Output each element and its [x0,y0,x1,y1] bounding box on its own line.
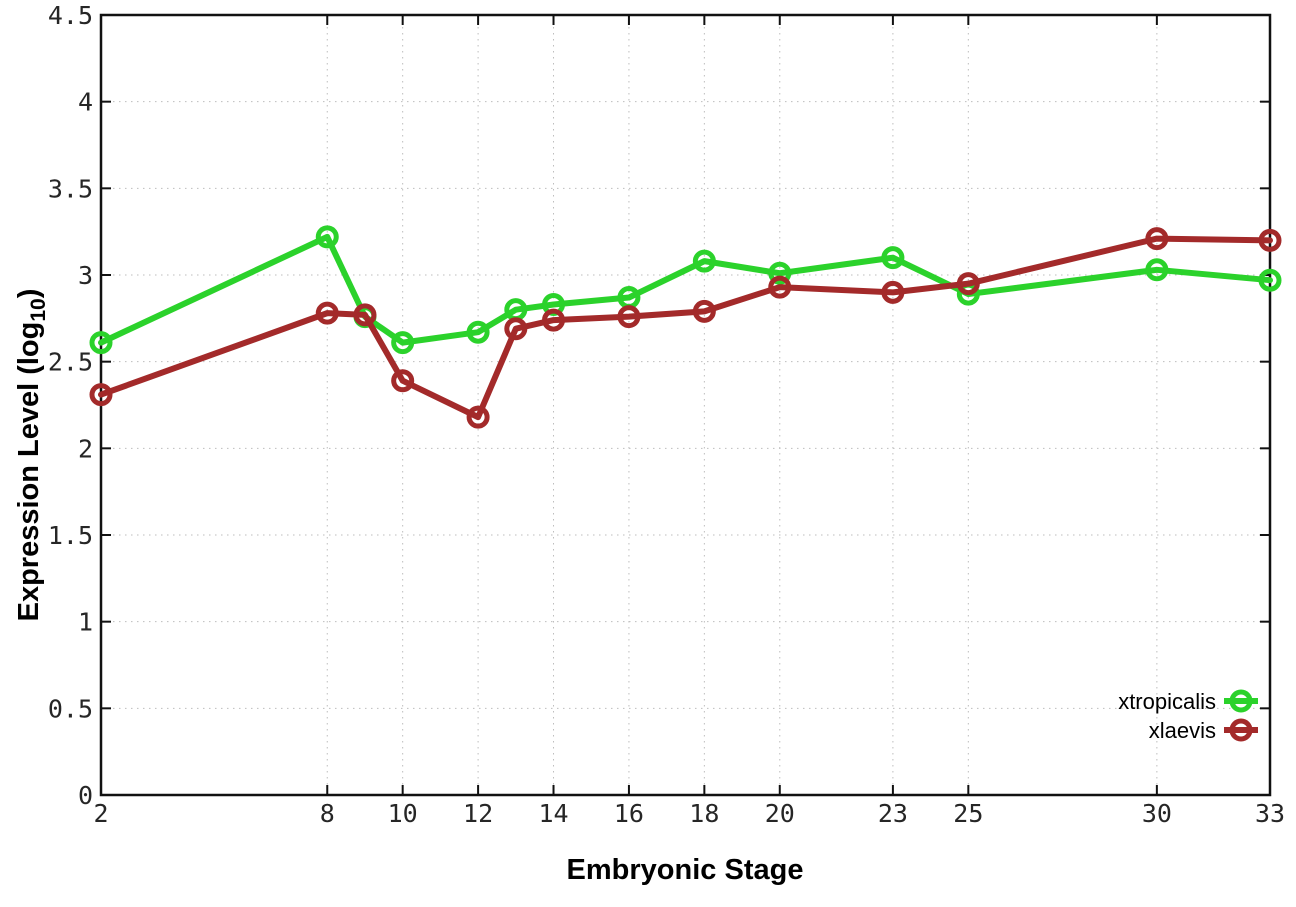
gridlines [100,14,1271,796]
legend-marker-circle-xlaevis [1229,718,1253,742]
data-point-xlaevis [692,299,716,323]
x-tick-label: 10 [388,799,418,828]
x-tick-label: 33 [1255,799,1285,828]
data-point-xlaevis [881,280,905,304]
data-point-xtropicalis [391,331,415,355]
data-point-xlaevis [466,405,490,429]
series-line-xlaevis [98,235,1273,421]
y-tick-label: 2.5 [48,348,93,377]
data-point-xtropicalis [89,331,113,355]
x-tick-label: 8 [320,799,335,828]
tick-labels: 2 8 10 12 14 16 18 20 23 25 30 33 0 0.5 1 1.5 2 2.5 3 3.5 4 4… [48,1,1285,828]
x-tick-label: 25 [953,799,983,828]
axes-frame [99,13,1272,797]
data-point-xlaevis [956,272,980,296]
y-tick-label: 4 [78,88,93,117]
data-point-xtropicalis [1258,268,1282,292]
y-tick-label: 1 [78,608,93,637]
x-tick-label: 30 [1142,799,1172,828]
x-tick-label: 2 [93,799,108,828]
data-point-xtropicalis [768,261,792,285]
data-point-xlaevis [315,301,339,325]
y-tick-label: 3 [78,261,93,290]
legend-label-xlaevis: xlaevis [1149,718,1216,743]
data-point-xlaevis [391,369,415,393]
data-point-xlaevis [542,308,566,332]
data-point-xlaevis [89,383,113,407]
data-point-xlaevis [768,275,792,299]
data-point-xlaevis [353,303,377,327]
y-tick-label: 2 [78,434,93,463]
data-point-xtropicalis [466,320,490,344]
x-tick-label: 12 [463,799,493,828]
x-axis-title: Embryonic Stage [567,854,804,886]
y-axis-title: Expression Level (log10) [13,289,50,622]
y-tick-label: 1.5 [48,521,93,550]
x-tick-label: 18 [689,799,719,828]
x-tick-label: 16 [614,799,644,828]
y-tick-label: 4.5 [48,1,93,30]
x-tick-label: 14 [538,799,568,828]
y-tick-label: 0.5 [48,694,93,723]
data-point-xtropicalis [315,225,339,249]
x-tick-label: 23 [878,799,908,828]
data-point-xlaevis [617,305,641,329]
data-point-xtropicalis [692,249,716,273]
y-axis-title-main: Expression Level (log [13,322,45,622]
legend: xtropicalis xlaevis [1118,689,1258,743]
y-axis-title-subscript: 10 [27,298,50,321]
data-point-xtropicalis [1145,258,1169,282]
legend-marker-circle-xtropicalis [1229,689,1253,713]
x-tick-label: 20 [765,799,795,828]
data-point-xlaevis [1145,227,1169,251]
data-point-xlaevis [504,317,528,341]
data-point-xtropicalis [881,246,905,270]
legend-label-xtropicalis: xtropicalis [1118,689,1216,714]
y-axis-title-suffix: ) [13,289,45,299]
y-tick-label: 0 [78,781,93,810]
y-tick-label: 3.5 [48,174,93,203]
plot-border [99,13,1272,797]
data-point-xlaevis [1258,228,1282,252]
data-series [89,225,1282,429]
